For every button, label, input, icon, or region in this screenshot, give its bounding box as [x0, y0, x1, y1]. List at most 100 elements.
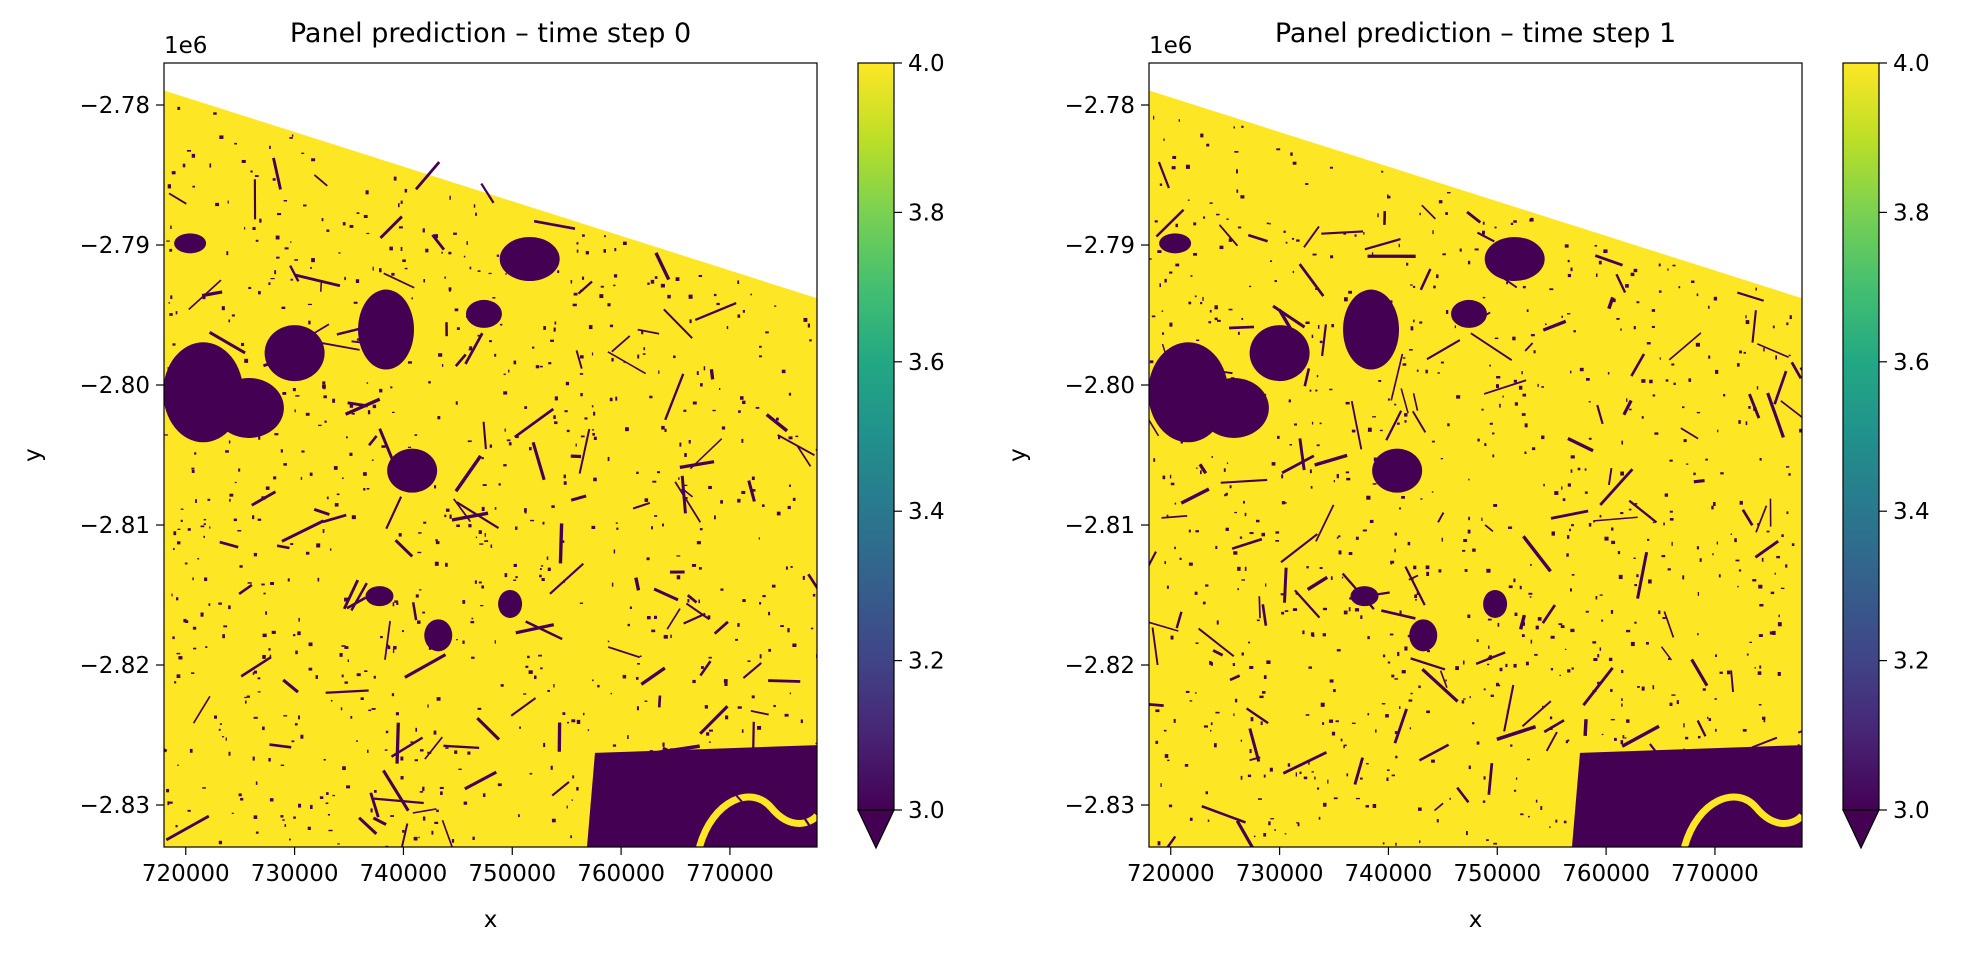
class-3-pixel — [1669, 510, 1673, 513]
class-3-pixel — [405, 477, 409, 479]
class-3-pixel — [1468, 478, 1470, 481]
class-3-channel — [431, 233, 446, 251]
class-3-pixel — [317, 577, 320, 582]
colorbar-tick-label: 3.2 — [908, 649, 945, 675]
class-3-channel — [1272, 304, 1306, 329]
class-3-pixel — [456, 524, 460, 528]
class-3-pixel — [1303, 776, 1308, 780]
class-3-channel — [1231, 537, 1263, 550]
class-3-pixel — [1249, 285, 1252, 288]
class-3-pixel — [657, 471, 661, 474]
class-3-pixel — [1173, 718, 1176, 723]
class-3-pixel — [1486, 568, 1491, 573]
class-3-pixel — [355, 279, 360, 283]
class-3-pixel — [566, 721, 570, 724]
class-3-pixel — [1263, 833, 1267, 837]
class-3-pixel — [1652, 685, 1655, 690]
class-3-pixel — [1513, 578, 1516, 583]
class-3-pixel — [1559, 674, 1561, 677]
class-3-pixel — [221, 306, 225, 311]
class-3-pixel — [1241, 125, 1244, 128]
class-3-pixel — [572, 775, 575, 779]
colorbar: 3.03.23.43.63.84.0 — [857, 51, 945, 850]
class-3-pixel — [1622, 735, 1625, 739]
class-3-channel — [456, 501, 500, 530]
class-3-pixel — [1522, 285, 1526, 289]
class-3-pixel — [1610, 718, 1615, 721]
class-3-pixel — [1456, 395, 1461, 399]
class-3-pixel — [1343, 744, 1345, 749]
class-3-pixel — [524, 406, 528, 409]
class-3-pixel — [271, 630, 276, 634]
class-3-channel — [685, 602, 710, 621]
class-3-pixel — [1472, 722, 1475, 725]
class-3-pixel — [384, 749, 388, 751]
class-3-pixel — [1234, 511, 1237, 514]
class-3-pixel — [1250, 717, 1254, 722]
class-3-pixel — [1226, 462, 1229, 465]
class-3-pixel — [1646, 342, 1651, 345]
class-3-pixel — [1524, 451, 1527, 455]
class-3-pixel — [244, 226, 246, 230]
class-3-channel — [751, 721, 755, 763]
class-3-pixel — [1476, 741, 1480, 745]
class-3-pixel — [616, 838, 619, 842]
class-3-pixel — [593, 411, 596, 416]
class-3-channel — [1751, 736, 1778, 749]
class-3-pixel — [351, 515, 356, 520]
class-3-pixel — [472, 836, 475, 840]
class-3-pixel — [183, 618, 187, 623]
class-3-pixel — [1611, 540, 1616, 545]
class-3-pixel — [218, 602, 222, 605]
class-3-pixel — [1788, 354, 1791, 357]
class-3-pixel — [204, 577, 208, 582]
class-3-pixel — [1545, 323, 1547, 326]
class-3-channel — [614, 773, 641, 793]
class-3-pixel — [1455, 666, 1459, 671]
class-3-pixel — [1404, 413, 1408, 417]
class-3-pixel — [540, 667, 543, 670]
class-3-pixel — [1153, 115, 1155, 120]
class-3-pixel — [277, 212, 282, 216]
class-3-pixel — [470, 620, 475, 624]
class-3-pixel — [372, 404, 377, 409]
class-3-pixel — [1567, 669, 1571, 673]
class-3-pixel — [592, 679, 594, 682]
class-3-pixel — [1184, 763, 1189, 767]
class-3-pixel — [324, 420, 327, 423]
class-3-channel — [168, 192, 187, 205]
class-3-pixel — [1389, 300, 1393, 304]
class-3-pixel — [434, 821, 439, 825]
x-tick-label: 720000 — [1127, 861, 1215, 887]
class-3-pixel — [1397, 651, 1400, 657]
class-3-pixel — [1289, 444, 1292, 446]
class-3-pixel — [1234, 698, 1238, 703]
class-3-pixel — [338, 252, 341, 254]
class-3-channel — [1303, 368, 1311, 387]
class-3-pixel — [422, 816, 426, 821]
class-3-channel — [1696, 719, 1707, 737]
class-3-pixel — [500, 684, 504, 687]
class-3-pixel — [1573, 330, 1576, 333]
class-3-pixel — [1487, 663, 1490, 666]
class-3-pixel — [448, 251, 452, 255]
class-3-pixel — [1305, 714, 1310, 716]
class-3-pixel — [1413, 319, 1415, 323]
class-3-pixel — [758, 355, 763, 358]
class-3-channel — [313, 174, 328, 187]
class-3-pixel — [1497, 622, 1500, 627]
class-3-pixel — [1249, 532, 1254, 535]
class-3-pixel — [1373, 457, 1377, 462]
class-3-pixel — [646, 557, 650, 561]
class-3-pixel — [585, 251, 589, 255]
class-3-channel — [351, 340, 369, 345]
class-3-pixel — [615, 522, 618, 524]
class-3-pixel — [1319, 340, 1323, 344]
class-3-pixel — [1175, 263, 1180, 267]
class-3-pixel — [622, 241, 627, 245]
class-3-pixel — [351, 412, 355, 415]
class-3-pixel — [1288, 399, 1291, 403]
class-3-pixel — [466, 241, 468, 245]
class-3-pixel — [322, 381, 326, 385]
class-3-pixel — [332, 398, 336, 403]
